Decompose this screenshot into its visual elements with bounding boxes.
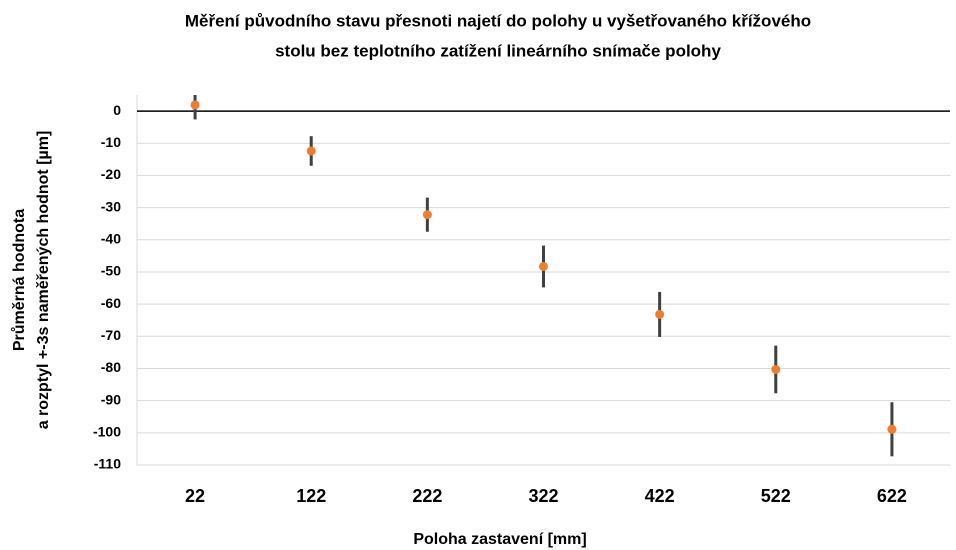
x-tick-label: 22 [185, 486, 205, 506]
y-tick-label: -80 [101, 359, 121, 375]
point [539, 261, 548, 271]
chart-title: Měření původního stavu přesnoti najetí d… [185, 11, 811, 30]
x-tick-label: 322 [528, 486, 558, 506]
x-tick-label: 522 [761, 486, 791, 506]
y-axis-label: Průměrná hodnota a rozptyl +-3s naměřený… [11, 131, 52, 430]
y-tick-label: -10 [101, 134, 121, 150]
y-tick-label: -100 [93, 424, 121, 440]
x-tick-label: 222 [412, 486, 442, 506]
point [190, 100, 200, 110]
y-tick-label: 0 [113, 102, 121, 118]
x-axis-label: Poloha zastavení [mm] [413, 531, 586, 548]
y-tick-label: -70 [101, 327, 121, 343]
y-tick-label: -60 [101, 295, 121, 311]
point [655, 309, 665, 319]
point [771, 364, 781, 374]
x-tick-label: 122 [296, 486, 326, 506]
y-tick-label: -110 [94, 456, 121, 472]
y-tick-label: -50 [101, 263, 121, 279]
point [422, 210, 432, 220]
y-tick-label: -20 [101, 166, 121, 182]
chart-title: stolu bez teplotního zatížení lineárního… [275, 41, 721, 60]
point [887, 424, 897, 434]
point [306, 146, 316, 156]
y-axis-label-line: a rozptyl +-3s naměřených hodnot [µm] [35, 131, 52, 430]
y-tick-label: -90 [101, 391, 121, 407]
y-tick-label: -30 [101, 198, 121, 214]
x-tick-label: 622 [877, 486, 907, 506]
x-tick-label: 422 [645, 486, 675, 506]
y-axis-label-line: Průměrná hodnota [11, 209, 28, 351]
y-tick-label: -40 [101, 230, 121, 246]
